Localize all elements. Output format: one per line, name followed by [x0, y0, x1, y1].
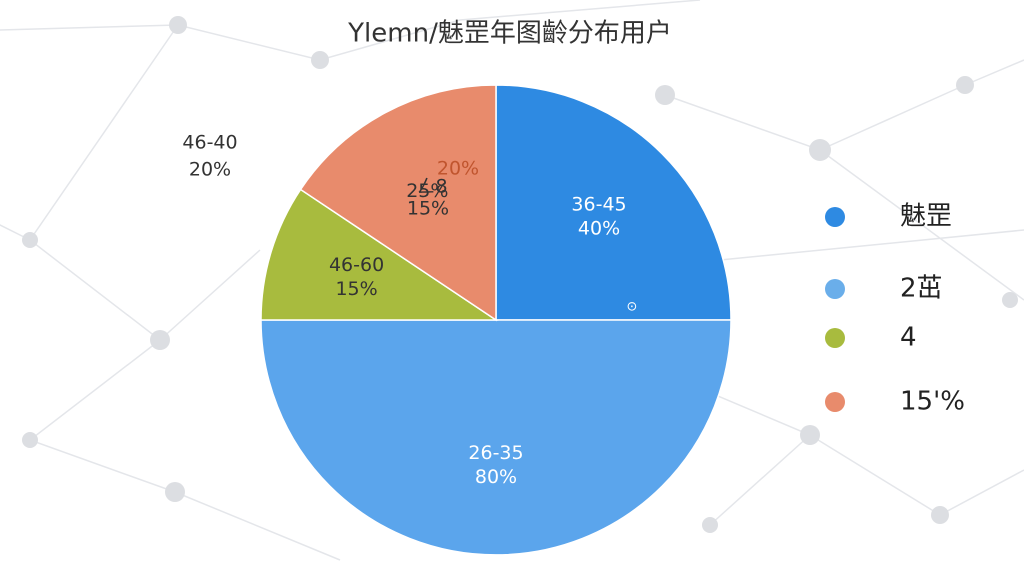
annotation: 15% [407, 198, 449, 220]
annotation: 46-40 [182, 132, 237, 154]
legend-label: 15'% [900, 387, 965, 417]
legend-marker [825, 328, 845, 348]
legend-label: 2茁 [900, 274, 943, 304]
slice-value-label: 25% [406, 180, 448, 202]
background-network [0, 0, 1024, 561]
slice-category-label: 26-35 [468, 442, 523, 464]
chart-title: Ylemn/魅罡年图齡分布用户 [347, 19, 672, 49]
legend-marker [825, 207, 845, 227]
pie-slice [299, 84, 497, 322]
pie-slice [495, 84, 732, 321]
slice-category-label: 36-45 [571, 193, 626, 215]
annotation: ㄥ8 [416, 176, 447, 198]
annotation: 20% [189, 159, 231, 181]
legend-marker [825, 392, 845, 412]
slice-value-label: 15% [335, 278, 377, 300]
slice-value-label: 80% [475, 466, 517, 488]
slice-value-label: 40% [578, 217, 620, 239]
slice-category-label: 46-60 [329, 254, 384, 276]
annotation: 20% [437, 158, 479, 180]
legend-label: 4 [900, 323, 917, 353]
pie-slice [260, 188, 499, 321]
legend-marker [825, 279, 845, 299]
pie-slice [260, 319, 732, 556]
legend-label: 魅罡 [900, 202, 952, 232]
annotation: ⊙ [627, 300, 638, 315]
